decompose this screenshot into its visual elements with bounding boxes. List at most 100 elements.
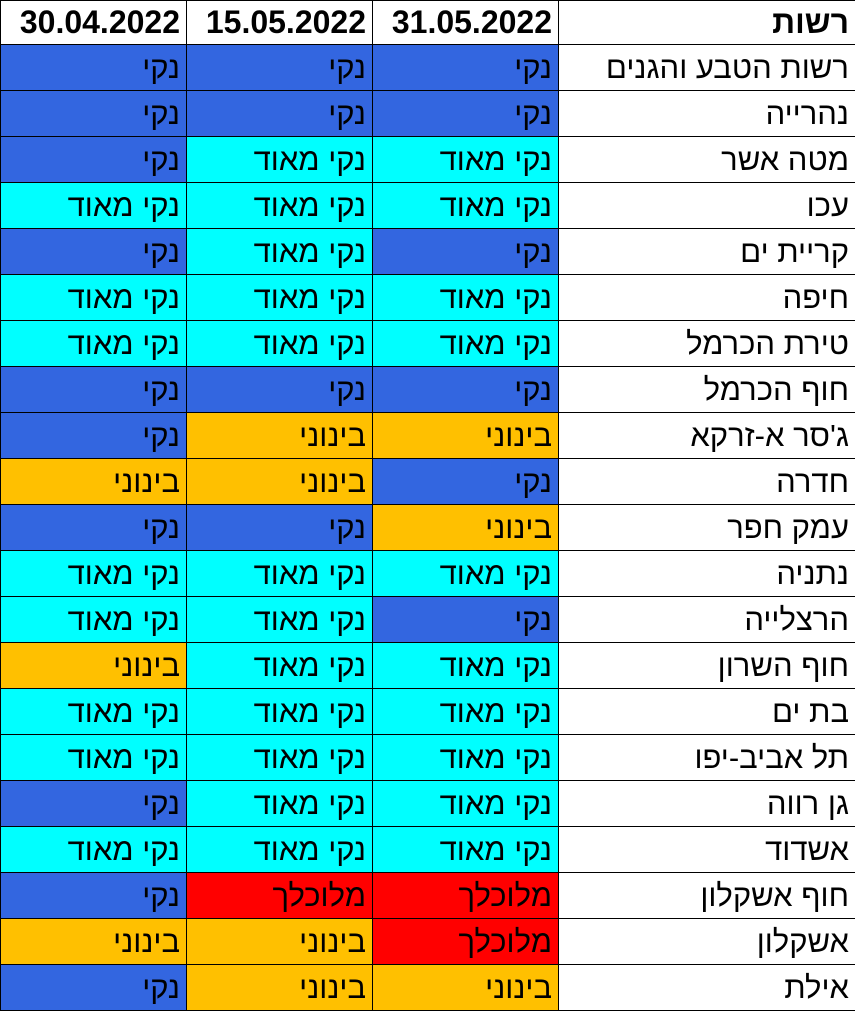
authority-header: רשות: [558, 0, 855, 45]
status-cell: נקי: [0, 136, 187, 183]
authority-name: קריית ים: [558, 228, 855, 275]
status-cell: נקי מאוד: [186, 550, 373, 597]
status-cell: נקי: [372, 228, 559, 275]
status-cell: נקי: [0, 964, 187, 1011]
status-cell: נקי מאוד: [186, 642, 373, 689]
table-row: נקי מאוד נקי מאוד נקי מאוד בת ים: [0, 688, 855, 735]
status-cell: נקי מאוד: [0, 596, 187, 643]
table-row: בינוני בינוני נקי חדרה: [0, 458, 855, 505]
table-row: נקי נקי נקי חוף הכרמל: [0, 366, 855, 413]
table-body: נקי נקי נקי רשות הטבע והגנים נקי נקי נקי נהרייה…: [0, 44, 855, 1011]
status-cell: נקי מאוד: [372, 550, 559, 597]
status-cell: מלוכלך: [372, 918, 559, 965]
status-cell: נקי מאוד: [0, 826, 187, 873]
status-cell: נקי מאוד: [186, 136, 373, 183]
authority-name: אשקלון: [558, 918, 855, 965]
authority-name: ג'סר א-זרקא: [558, 412, 855, 459]
authority-name: עכו: [558, 182, 855, 229]
status-cell: נקי: [0, 412, 187, 459]
table-row: נקי נקי נקי נהרייה: [0, 90, 855, 137]
status-cell: נקי מאוד: [372, 136, 559, 183]
status-cell: נקי מאוד: [372, 642, 559, 689]
status-cell: נקי: [0, 44, 187, 91]
table-row: נקי מאוד נקי מאוד נקי מאוד עכו: [0, 182, 855, 229]
status-cell: נקי: [186, 504, 373, 551]
authority-name: מטה אשר: [558, 136, 855, 183]
status-cell: נקי מאוד: [186, 182, 373, 229]
table-row: נקי נקי מאוד נקי מאוד מטה אשר: [0, 136, 855, 183]
status-cell: נקי: [0, 872, 187, 919]
status-cell: נקי מאוד: [186, 826, 373, 873]
status-cell: נקי: [0, 366, 187, 413]
status-cell: נקי מאוד: [186, 228, 373, 275]
status-cell: נקי: [0, 504, 187, 551]
status-cell: נקי מאוד: [0, 274, 187, 321]
table-row: נקי מאוד נקי מאוד נקי מאוד תל אביב-יפו: [0, 734, 855, 781]
authority-name: טירת הכרמל: [558, 320, 855, 367]
date-header: 15.05.2022: [186, 0, 373, 45]
authority-name: עמק חפר: [558, 504, 855, 551]
status-cell: בינוני: [0, 918, 187, 965]
status-cell: נקי: [186, 90, 373, 137]
status-cell: נקי מאוד: [186, 274, 373, 321]
header-row: 30.04.2022 15.05.2022 31.05.2022 רשות: [0, 0, 855, 45]
authority-name: רשות הטבע והגנים: [558, 44, 855, 91]
table-row: בינוני בינוני מלוכלך אשקלון: [0, 918, 855, 965]
authority-name: אשדוד: [558, 826, 855, 873]
status-cell: נקי מאוד: [186, 596, 373, 643]
authority-name: חיפה: [558, 274, 855, 321]
authority-name: אילת: [558, 964, 855, 1011]
table-row: נקי בינוני בינוני ג'סר א-זרקא: [0, 412, 855, 459]
table-row: נקי מאוד נקי מאוד נקי מאוד נתניה: [0, 550, 855, 597]
status-cell: בינוני: [0, 642, 187, 689]
status-cell: נקי מאוד: [372, 182, 559, 229]
table-row: נקי נקי מאוד נקי מאוד גן רווה: [0, 780, 855, 827]
status-cell: בינוני: [186, 918, 373, 965]
status-cell: נקי מאוד: [372, 688, 559, 735]
status-cell: נקי מאוד: [186, 688, 373, 735]
status-cell: בינוני: [372, 964, 559, 1011]
table-row: נקי מאוד נקי מאוד נקי הרצלייה: [0, 596, 855, 643]
status-cell: נקי מאוד: [372, 780, 559, 827]
status-cell: נקי: [0, 90, 187, 137]
authority-name: תל אביב-יפו: [558, 734, 855, 781]
status-cell: בינוני: [186, 412, 373, 459]
status-cell: נקי: [0, 780, 187, 827]
table-row: נקי מאוד נקי מאוד נקי מאוד אשדוד: [0, 826, 855, 873]
authority-name: חוף השרון: [558, 642, 855, 689]
authority-name: חוף אשקלון: [558, 872, 855, 919]
status-cell: נקי: [372, 596, 559, 643]
status-cell: בינוני: [372, 412, 559, 459]
status-cell: נקי: [0, 228, 187, 275]
status-cell: בינוני: [0, 458, 187, 505]
status-cell: נקי מאוד: [186, 780, 373, 827]
authority-name: נתניה: [558, 550, 855, 597]
table-row: נקי מאוד נקי מאוד נקי מאוד טירת הכרמל: [0, 320, 855, 367]
status-cell: נקי מאוד: [0, 182, 187, 229]
authority-name: הרצלייה: [558, 596, 855, 643]
authority-name: חוף הכרמל: [558, 366, 855, 413]
status-cell: נקי: [186, 44, 373, 91]
status-cell: נקי: [372, 366, 559, 413]
date-header: 31.05.2022: [372, 0, 559, 45]
authority-name: חדרה: [558, 458, 855, 505]
table-row: נקי מלוכלך מלוכלך חוף אשקלון: [0, 872, 855, 919]
status-cell: נקי: [372, 90, 559, 137]
status-cell: נקי מאוד: [0, 734, 187, 781]
table-row: נקי מאוד נקי מאוד נקי מאוד חיפה: [0, 274, 855, 321]
status-cell: בינוני: [186, 964, 373, 1011]
status-cell: נקי מאוד: [372, 274, 559, 321]
date-header: 30.04.2022: [0, 0, 187, 45]
status-cell: נקי מאוד: [0, 550, 187, 597]
status-cell: נקי: [186, 366, 373, 413]
authority-name: בת ים: [558, 688, 855, 735]
status-cell: נקי מאוד: [372, 734, 559, 781]
status-cell: מלוכלך: [186, 872, 373, 919]
table-row: נקי בינוני בינוני אילת: [0, 964, 855, 1011]
authority-name: גן רווה: [558, 780, 855, 827]
status-cell: נקי מאוד: [0, 320, 187, 367]
status-cell: בינוני: [186, 458, 373, 505]
authority-name: נהרייה: [558, 90, 855, 137]
table-row: נקי נקי מאוד נקי קריית ים: [0, 228, 855, 275]
status-cell: נקי מאוד: [372, 826, 559, 873]
